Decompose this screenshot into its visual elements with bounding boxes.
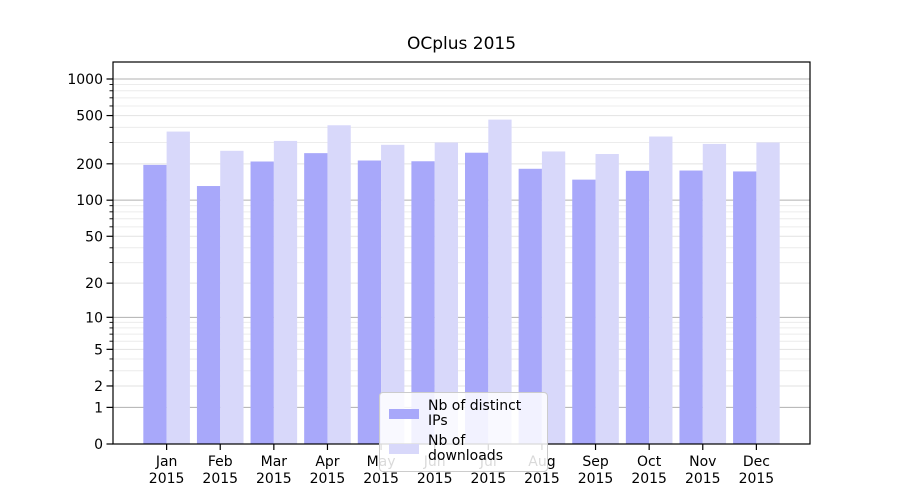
- y-tick-label: 2: [94, 379, 103, 395]
- x-tick-label: Mar 2015: [256, 454, 292, 487]
- legend-item-downloads: Nb of downloads: [389, 434, 539, 464]
- legend-label-distinct-ips: Nb of distinct IPs: [428, 398, 522, 429]
- bar-oct-downloads: [649, 136, 673, 445]
- x-tick-label: Jan 2015: [149, 454, 185, 487]
- legend-label-downloads: Nb of downloads: [428, 433, 503, 464]
- bar-mar-downloads: [273, 140, 298, 445]
- bar-nov-downloads: [702, 143, 727, 444]
- y-tick-label: 20: [85, 276, 103, 292]
- legend-swatch-downloads: [389, 444, 419, 454]
- bar-mar-distinct-ips: [250, 161, 274, 444]
- y-tick-label: 0: [94, 437, 103, 453]
- y-tick-label: 5: [94, 342, 103, 358]
- bar-aug-downloads: [541, 151, 566, 444]
- bar-jul-distinct-ips: [465, 152, 489, 444]
- bar-dec-distinct-ips: [733, 171, 757, 445]
- x-tick-label: Oct 2015: [631, 454, 667, 487]
- bar-nov-distinct-ips: [679, 170, 703, 445]
- bar-apr-distinct-ips: [304, 153, 328, 445]
- y-tick-label: 200: [76, 157, 103, 173]
- x-tick-label: Feb 2015: [202, 454, 238, 487]
- y-tick-label: 1000: [67, 72, 103, 88]
- legend: Nb of distinct IPs Nb of downloads: [379, 392, 548, 472]
- y-tick-label: 100: [76, 193, 103, 209]
- legend-swatch-distinct-ips: [389, 409, 419, 419]
- bar-feb-downloads: [220, 150, 244, 444]
- y-tick-label: 1: [94, 400, 103, 416]
- bar-aug-distinct-ips: [518, 168, 542, 444]
- x-tick-label: Sep 2015: [578, 454, 614, 487]
- bar-feb-distinct-ips: [196, 186, 221, 444]
- bar-sep-downloads: [595, 154, 619, 444]
- bar-apr-downloads: [327, 125, 351, 444]
- bar-jan-downloads: [166, 131, 190, 444]
- bar-may-distinct-ips: [357, 160, 382, 445]
- bar-dec-downloads: [756, 142, 780, 444]
- y-tick-label: 50: [85, 229, 103, 245]
- x-tick-label: Apr 2015: [310, 454, 346, 487]
- x-tick-label: Dec 2015: [739, 454, 775, 487]
- bar-may-downloads: [381, 144, 405, 444]
- chart-title: OCplus 2015: [406, 34, 517, 54]
- y-tick-label: 10: [85, 310, 103, 326]
- bar-oct-distinct-ips: [625, 170, 650, 444]
- x-tick-label: Nov 2015: [685, 454, 721, 487]
- bar-sep-distinct-ips: [572, 179, 596, 445]
- y-tick-label: 500: [76, 109, 103, 125]
- bar-jul-downloads: [488, 119, 512, 445]
- bar-jun-distinct-ips: [411, 161, 435, 444]
- bar-jun-downloads: [434, 142, 458, 444]
- legend-item-distinct-ips: Nb of distinct IPs: [389, 399, 539, 429]
- bar-jan-distinct-ips: [143, 164, 167, 445]
